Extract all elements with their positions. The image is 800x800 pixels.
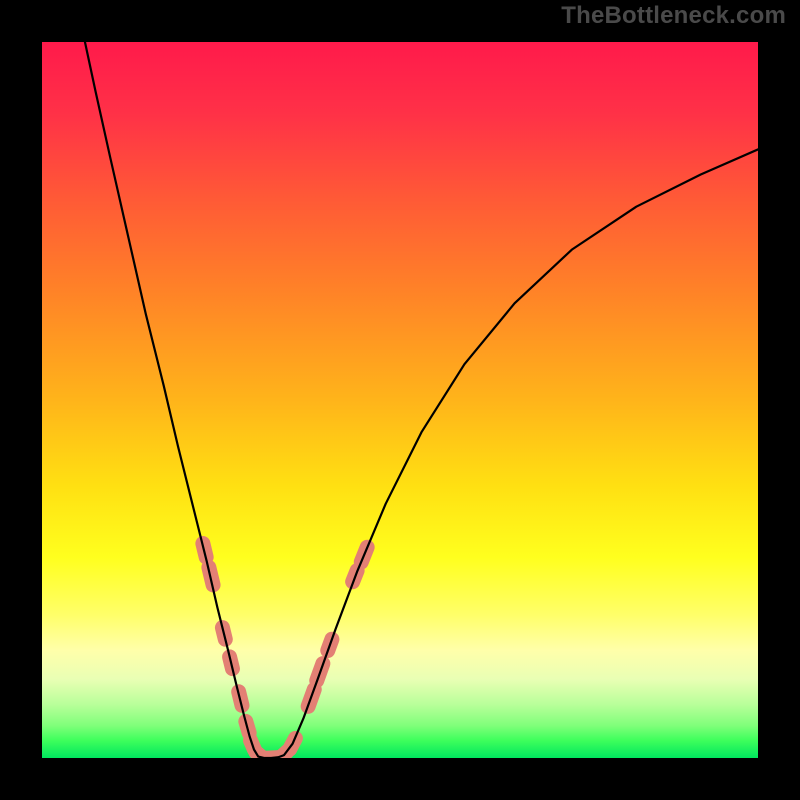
bottleneck-chart [0, 0, 800, 800]
gradient-background [42, 42, 758, 758]
chart-container: TheBottleneck.com [0, 0, 800, 800]
watermark-label: TheBottleneck.com [561, 2, 786, 30]
